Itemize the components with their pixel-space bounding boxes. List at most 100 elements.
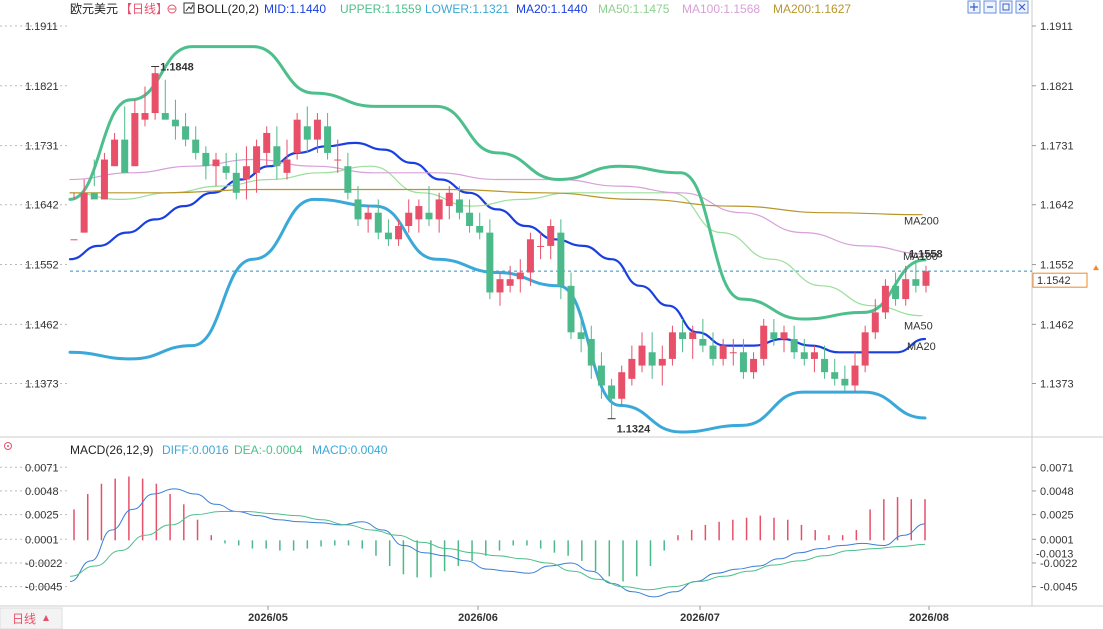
current-price-value: 1.1542 [1037,275,1071,287]
line-ma20 [68,141,927,354]
current-price-tag [1032,272,1088,288]
period-label[interactable]: 【日线】 [120,2,168,16]
period-button-label: 日线 [12,612,36,626]
candle-down [384,232,392,240]
candle-down [455,199,463,213]
ma20-label: MA20 [907,341,936,353]
period-button[interactable]: 日线 [0,607,63,629]
macd-diff-line [69,488,926,598]
candle-up [516,272,524,280]
indicator-lines [68,45,927,434]
candle-up [628,358,636,379]
price-axis: 1.1911 1.1911 1.1821 1.1821 1.1731 1.1731 1.16… [0,21,1074,390]
candle-up [80,192,88,233]
ma50-label: MA50 [904,321,933,333]
boll-toggle-icon[interactable] [183,2,195,14]
ma20-value: MA20:1.1440 [516,2,588,16]
last-high-annotation: 1.1558 [909,249,943,261]
candle-down [912,279,920,286]
ma200-value: MA200:1.1627 [773,2,851,16]
candle-up [283,159,291,173]
candle-down [374,212,382,233]
candle-down [171,119,179,127]
candle-up [405,212,413,226]
date-tick-label: 2026/06 [458,612,498,624]
chevron-up-icon [43,615,49,621]
candle-up [435,199,443,220]
candle-up [111,139,119,167]
price-tick-left: 1.1642 [25,200,59,212]
candle-up [526,239,534,273]
candle-up [638,345,646,366]
candle-down [161,113,169,120]
crosshair-icon[interactable] [967,0,981,14]
date-tick-label: 2026/05 [248,612,288,624]
macd-tick-right: 0.0048 [1040,486,1074,498]
candle-down [709,345,717,359]
macd-dea-line [69,511,926,591]
price-tick-left: 1.1731 [25,141,59,153]
candle-up [871,312,879,333]
candle-up [780,332,788,339]
candle-down [597,365,605,386]
candle-down [699,338,707,346]
candle-up [861,332,869,366]
line-ma50 [69,165,923,317]
candle-up [729,352,737,354]
ma50-value: MA50:1.1475 [598,2,670,16]
candle-up [922,271,930,286]
price-tick-right: 1.1462 [1040,319,1074,331]
candle-down [425,212,433,220]
candle-up [364,212,372,220]
zoom-out-icon[interactable] [983,0,997,14]
candle-down [222,166,230,173]
candle-down [892,285,900,300]
price-tick-left: 1.1462 [25,319,59,331]
candle-up [293,119,301,153]
candle-down [831,372,839,379]
candle-up [242,166,250,180]
macd-tick-left: 0.0071 [25,462,59,474]
candle-down [182,126,190,140]
candle-down [790,338,798,353]
boll-mid-value: MID:1.1440 [264,2,326,16]
line-ma200 [69,188,923,216]
candle-down [344,166,352,193]
candle-up [719,345,727,359]
candle-down [770,332,778,339]
maximize-icon[interactable] [999,0,1013,14]
settings-icon[interactable] [167,4,177,14]
candles [70,66,930,420]
close-icon[interactable] [1015,0,1029,14]
candle-up [141,113,149,120]
date-axis: 2026/05 2026/06 2026/07 2026/08 [248,606,949,624]
candle-up [618,372,626,399]
macd-tick-right: 0.0025 [1040,510,1074,522]
candle-up [851,365,859,386]
candle-down [121,139,129,173]
current-price-arrow-icon [1093,265,1099,271]
candle-down [192,139,200,153]
candle-up [537,245,545,247]
macd-value: MACD:0.0040 [312,443,388,457]
line-ma100 [69,158,926,255]
candle-up [313,119,321,140]
candle-up [151,73,159,114]
line-lower [68,197,927,434]
macd-tick-left: -0.0045 [25,582,62,594]
candle-up [253,146,261,173]
price-tick-right: 1.1731 [1040,141,1074,153]
price-tick-right: 1.1642 [1040,200,1074,212]
macd-toggle-icon[interactable] [4,442,12,450]
macd-dea-value: DEA:-0.0004 [234,443,303,457]
boll-upper-value: UPPER:1.1559 [340,2,422,16]
candle-up [212,159,220,167]
price-tick-left: 1.1821 [25,81,59,93]
price-tick-left: 1.1373 [25,378,59,390]
price-tick-left: 1.1911 [25,21,58,33]
candle-up [750,358,758,373]
ma200-label: MA200 [904,216,939,228]
candle-down [90,192,98,200]
macd-tick-right: 0.0001 [1040,534,1074,546]
date-tick-label: 2026/07 [680,612,720,624]
